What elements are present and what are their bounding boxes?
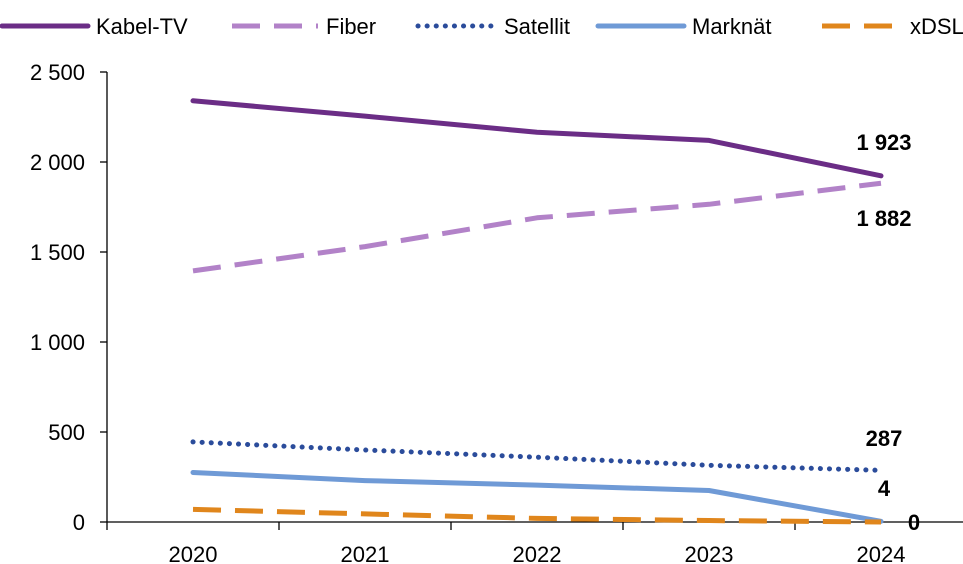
x-axis: 2020 2021 2022 2023 2024 bbox=[106, 521, 963, 564]
series-layer bbox=[190, 98, 884, 525]
legend-label: xDSL bbox=[910, 14, 963, 39]
y-tick-label: 1 000 bbox=[30, 330, 85, 355]
legend-label: Satellit bbox=[504, 14, 570, 39]
legend-label: Kabel-TV bbox=[96, 14, 188, 39]
legend-label: Marknät bbox=[692, 14, 771, 39]
y-axis: 0 500 1 000 1 500 2 000 2 500 bbox=[30, 60, 108, 535]
x-tick-label: 2022 bbox=[513, 542, 562, 564]
data-label-fiber: 1 882 bbox=[856, 206, 911, 231]
series-line-kabel-tv bbox=[190, 98, 884, 179]
y-tick-label: 2 500 bbox=[30, 60, 85, 85]
series-line-markn-t bbox=[190, 470, 884, 524]
series-line-xdsl bbox=[192, 506, 882, 525]
data-label-markn-t: 4 bbox=[878, 476, 891, 501]
y-tick-label: 500 bbox=[48, 420, 85, 445]
y-tick-label: 2 000 bbox=[30, 150, 85, 175]
y-tick-label: 0 bbox=[73, 510, 85, 535]
x-tick-label: 2023 bbox=[685, 542, 734, 564]
legend-label: Fiber bbox=[326, 14, 376, 39]
chart-legend: Kabel-TV Fiber Satellit Marknät xDSL bbox=[0, 14, 963, 39]
series-line-satellit bbox=[190, 439, 884, 473]
x-tick-label: 2024 bbox=[857, 542, 906, 564]
x-tick-label: 2020 bbox=[169, 542, 218, 564]
series-line-fiber bbox=[192, 180, 882, 274]
data-label-satellit: 287 bbox=[866, 426, 903, 451]
x-tick-label: 2021 bbox=[341, 542, 390, 564]
data-label-xdsl: 0 bbox=[908, 510, 920, 535]
y-tick-label: 1 500 bbox=[30, 240, 85, 265]
data-label-kabel-tv: 1 923 bbox=[856, 130, 911, 155]
data-labels: 1 923 1 882 287 40 bbox=[856, 130, 920, 535]
